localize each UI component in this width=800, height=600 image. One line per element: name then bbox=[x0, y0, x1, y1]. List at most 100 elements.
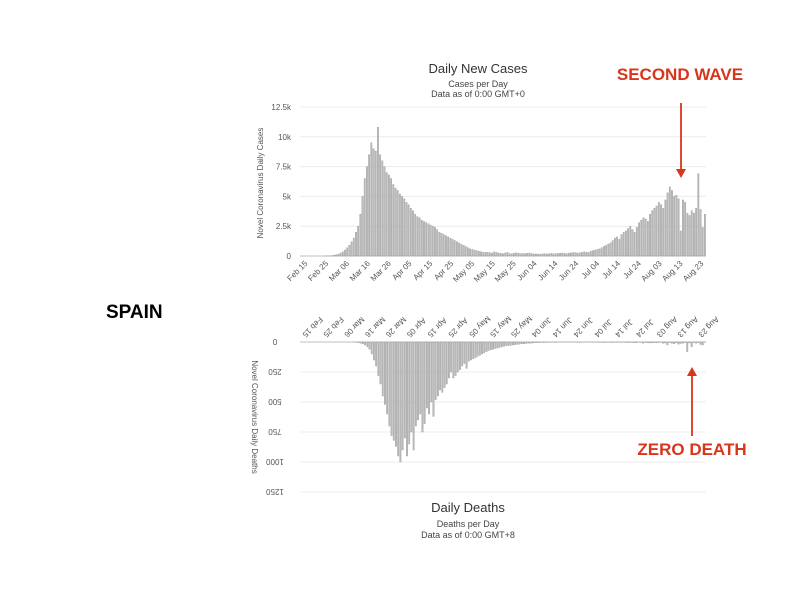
cases-bar bbox=[396, 190, 399, 257]
deaths-y-tick-label: 0 bbox=[272, 337, 277, 346]
deaths-bar bbox=[381, 341, 384, 397]
deaths-bar bbox=[538, 341, 541, 343]
deaths-bar bbox=[454, 341, 457, 376]
deaths-bar bbox=[670, 341, 673, 344]
cases-bar bbox=[377, 127, 379, 257]
deaths-bar bbox=[668, 341, 671, 343]
deaths-bar bbox=[496, 341, 499, 349]
cases-bar bbox=[633, 231, 636, 257]
deaths-x-tick-label: Jul 14 bbox=[613, 317, 635, 339]
deaths-bar bbox=[423, 341, 426, 424]
cases-bar bbox=[379, 154, 381, 257]
cases-bar bbox=[704, 214, 706, 257]
cases-bar bbox=[366, 166, 368, 257]
deaths-bar bbox=[412, 341, 415, 451]
deaths-bar bbox=[529, 341, 532, 344]
cases-x-tick-label: Jun 04 bbox=[515, 259, 539, 283]
deaths-bar bbox=[684, 341, 686, 343]
deaths-x-tick-label: Jun 14 bbox=[550, 316, 574, 340]
deaths-x-tick-label: May 15 bbox=[488, 314, 513, 339]
zero-death-annotation: ZERO DEATH bbox=[637, 367, 747, 459]
zero-death-label: ZERO DEATH bbox=[637, 440, 746, 459]
cases-bar bbox=[359, 214, 362, 257]
cases-bar bbox=[646, 221, 649, 257]
cases-bar bbox=[462, 245, 465, 257]
cases-bar bbox=[431, 225, 434, 257]
deaths-bar bbox=[688, 341, 691, 344]
cases-bar bbox=[464, 246, 467, 257]
cases-bar bbox=[675, 195, 678, 257]
deaths-bar bbox=[505, 341, 508, 346]
deaths-bar bbox=[487, 341, 490, 351]
deaths-bar bbox=[439, 341, 441, 391]
deaths-bar bbox=[635, 341, 638, 343]
cases-bar bbox=[456, 241, 458, 257]
cases-bar bbox=[563, 253, 566, 257]
cases-bar bbox=[477, 251, 480, 257]
cases-bar bbox=[561, 252, 564, 257]
deaths-bar bbox=[364, 341, 366, 346]
deaths-bar bbox=[485, 341, 488, 352]
deaths-bar bbox=[452, 341, 455, 379]
cases-y-tick-label: 0 bbox=[287, 252, 292, 261]
deaths-bar bbox=[520, 341, 523, 344]
cases-bar bbox=[686, 212, 689, 257]
deaths-x-tick-label: Mar 16 bbox=[363, 315, 387, 339]
cases-bar bbox=[370, 142, 373, 257]
cases-bar bbox=[631, 229, 634, 257]
cases-bar bbox=[429, 224, 432, 257]
deaths-bar bbox=[373, 341, 375, 361]
cases-bar bbox=[629, 225, 632, 257]
cases-bar bbox=[625, 230, 627, 257]
zero-death-arrow-head bbox=[687, 367, 697, 376]
cases-bar bbox=[546, 253, 548, 257]
cases-bar bbox=[480, 251, 482, 257]
deaths-bar bbox=[419, 341, 422, 415]
cases-chart: Daily New Cases Cases per Day Data as of… bbox=[256, 61, 706, 284]
deaths-chart-title: Daily Deaths bbox=[431, 500, 505, 515]
cases-bar bbox=[600, 247, 603, 257]
deaths-bar bbox=[421, 341, 424, 433]
deaths-bar bbox=[518, 341, 521, 345]
cases-bar bbox=[581, 252, 583, 257]
cases-bar bbox=[596, 249, 599, 257]
cases-bar bbox=[416, 216, 419, 257]
cases-bar bbox=[502, 253, 504, 257]
cases-bar bbox=[679, 230, 682, 257]
cases-bar bbox=[642, 217, 645, 257]
cases-bar bbox=[565, 253, 568, 257]
deaths-bar bbox=[655, 341, 658, 344]
deaths-x-tick-label: Feb 15 bbox=[300, 315, 324, 339]
cases-bar bbox=[524, 253, 526, 257]
deaths-x-tick-label: Jul 24 bbox=[634, 317, 656, 339]
deaths-bar bbox=[675, 341, 678, 343]
cases-x-tick-label: May 15 bbox=[472, 259, 497, 284]
cases-bar bbox=[346, 247, 349, 257]
deaths-bar bbox=[474, 341, 477, 358]
cases-bar bbox=[653, 208, 656, 257]
cases-bar bbox=[504, 252, 507, 257]
deaths-bar bbox=[653, 341, 656, 343]
cases-bar bbox=[385, 172, 388, 257]
deaths-bar bbox=[690, 341, 693, 348]
cases-bar bbox=[532, 253, 535, 257]
deaths-x-tick-label: Aug 23 bbox=[696, 315, 721, 340]
deaths-x-tick-label: Apr 15 bbox=[425, 316, 448, 339]
cases-bar bbox=[420, 220, 423, 257]
cases-y-tick-label: 7.5k bbox=[276, 163, 292, 172]
cases-bar bbox=[372, 148, 375, 257]
cases-chart-title: Daily New Cases bbox=[429, 61, 528, 76]
deaths-bar bbox=[467, 341, 470, 362]
second-wave-label: SECOND WAVE bbox=[617, 65, 743, 84]
cases-x-tick-label: Apr 15 bbox=[411, 259, 434, 282]
cases-bar bbox=[622, 231, 625, 257]
cases-x-tick-label: Aug 13 bbox=[660, 259, 685, 284]
cases-bar bbox=[664, 199, 667, 257]
deaths-bar bbox=[602, 341, 605, 343]
cases-bar bbox=[414, 214, 417, 257]
cases-bar bbox=[475, 250, 478, 257]
cases-bar bbox=[688, 215, 691, 257]
cases-bar bbox=[559, 253, 561, 257]
